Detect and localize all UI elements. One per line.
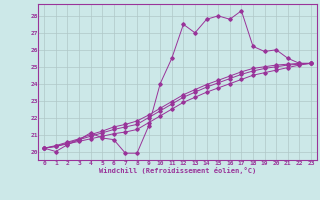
X-axis label: Windchill (Refroidissement éolien,°C): Windchill (Refroidissement éolien,°C) — [99, 167, 256, 174]
